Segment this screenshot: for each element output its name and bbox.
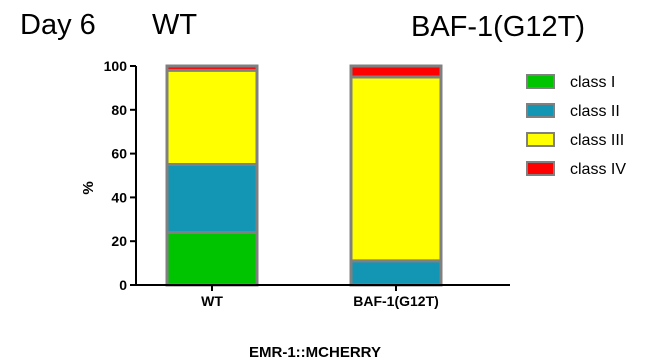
axes-group: [135, 66, 510, 286]
legend-swatch: [526, 132, 555, 147]
y-tick-label: 20: [111, 233, 127, 249]
bar-segment-2-class-IV: [351, 66, 441, 77]
y-ticks-group: 0 20 40 60 80 100: [104, 58, 136, 293]
wt-label: WT: [152, 9, 198, 41]
bar-segment-2-class-II: [351, 260, 441, 285]
bar-segment-2-class-III: [351, 76, 441, 261]
legend: class I class II class III class IV: [526, 74, 626, 178]
legend-label: class II: [570, 103, 620, 120]
y-tick-label: 40: [111, 189, 127, 205]
day-label: Day 6: [20, 9, 96, 41]
bar-segment-1-class-IV: [167, 66, 257, 71]
legend-swatch: [526, 74, 555, 89]
bars-group: [165, 64, 443, 287]
mutant-label: BAF-1(G12T): [411, 11, 586, 43]
x-axis-title: EMR-1::MCHERRY: [249, 344, 381, 361]
legend-label: class III: [570, 132, 624, 149]
y-tick-label: 100: [104, 58, 128, 74]
y-tick-label: 80: [111, 102, 127, 118]
y-axis-title: %: [80, 181, 97, 194]
bar-segment-1-class-I: [167, 232, 257, 285]
y-tick-label: 60: [111, 146, 127, 162]
legend-swatch: [526, 103, 555, 118]
x-tick-label: WT: [201, 293, 223, 309]
x-ticks-group: WT BAF-1(G12T): [201, 285, 439, 309]
legend-label: class IV: [570, 161, 626, 178]
legend-label: class I: [570, 74, 615, 91]
legend-swatch: [526, 161, 555, 176]
x-tick-label: BAF-1(G12T): [353, 293, 439, 309]
y-tick-label: 0: [119, 277, 127, 293]
bar-segment-1-class-III: [167, 70, 257, 165]
bar-segment-1-class-II: [167, 164, 257, 233]
